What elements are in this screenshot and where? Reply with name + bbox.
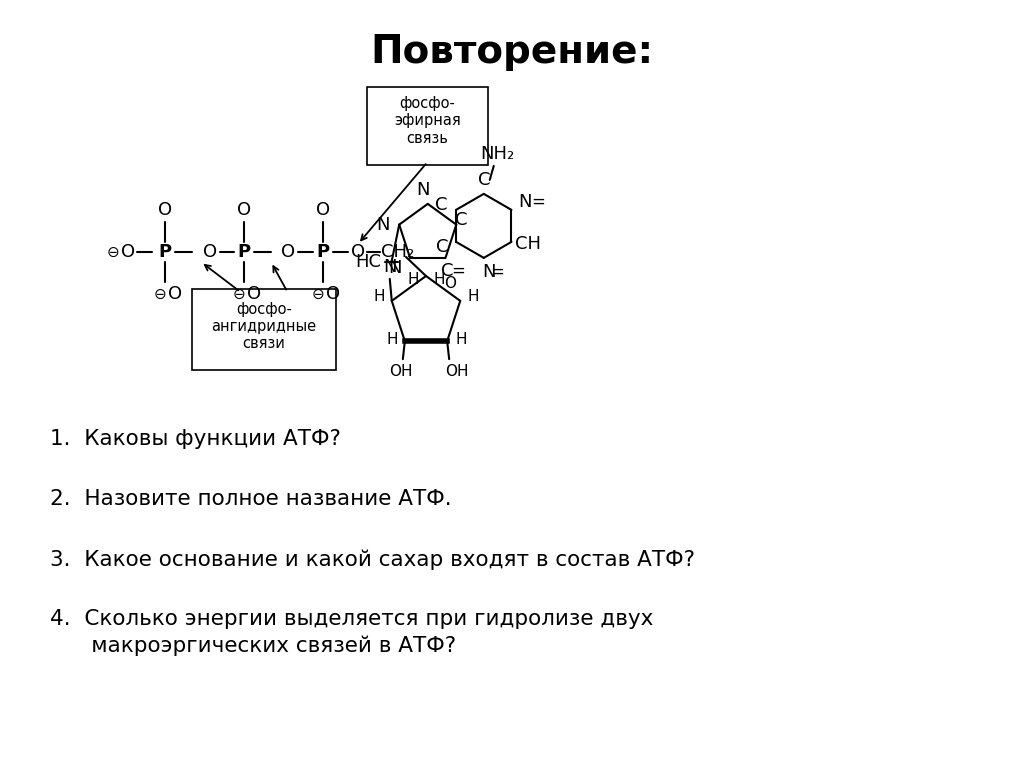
Text: H: H [373, 289, 384, 304]
Text: 3.  Какое основание и какой сахар входят в состав АТФ?: 3. Какое основание и какой сахар входят … [50, 549, 695, 570]
Text: N: N [383, 258, 396, 276]
Text: O: O [168, 285, 182, 303]
Text: C: C [455, 211, 468, 229]
Text: =: = [531, 193, 546, 211]
Text: CH₂: CH₂ [381, 243, 415, 261]
Text: фосфо-
ангидридные
связи: фосфо- ангидридные связи [211, 301, 316, 351]
Text: C: C [435, 196, 447, 214]
Text: O: O [158, 201, 172, 219]
Text: H: H [408, 272, 419, 288]
Text: 1.  Каковы функции АТФ?: 1. Каковы функции АТФ? [50, 429, 341, 449]
Text: =: = [452, 262, 465, 280]
Text: HC: HC [355, 253, 381, 272]
Text: N: N [519, 193, 532, 211]
Text: H: H [386, 331, 397, 347]
Text: CH: CH [515, 235, 542, 253]
Text: O: O [281, 243, 295, 261]
Text: Повторение:: Повторение: [371, 33, 653, 71]
Text: 2.  Назовите полное название АТФ.: 2. Назовите полное название АТФ. [50, 489, 452, 509]
Text: ⊖: ⊖ [154, 287, 166, 301]
Text: 4.  Сколько энергии выделяется при гидролизе двух
      макроэргических связей в: 4. Сколько энергии выделяется при гидрол… [50, 609, 653, 656]
Text: P: P [316, 243, 330, 261]
Text: P: P [159, 243, 172, 261]
Text: H: H [468, 289, 479, 304]
Text: H: H [456, 331, 467, 347]
Text: фосфо-
эфирная
связь: фосфо- эфирная связь [394, 96, 461, 146]
Text: O: O [237, 201, 251, 219]
Text: OH: OH [445, 364, 469, 379]
Text: O: O [444, 276, 456, 291]
Text: N: N [416, 181, 429, 199]
Text: ⊖: ⊖ [311, 287, 325, 301]
Text: C: C [477, 171, 490, 189]
Text: N: N [482, 263, 496, 281]
Text: O: O [247, 285, 261, 303]
Text: ⊖: ⊖ [232, 287, 246, 301]
Text: O: O [121, 243, 135, 261]
Text: =: = [489, 263, 504, 281]
Text: C: C [436, 238, 449, 256]
Text: O: O [351, 243, 366, 261]
Text: P: P [238, 243, 251, 261]
Text: NH₂: NH₂ [480, 145, 515, 163]
Text: H: H [433, 272, 444, 288]
Text: C: C [441, 262, 454, 280]
Text: O: O [326, 285, 340, 303]
Text: N: N [377, 216, 390, 234]
Text: OH: OH [389, 364, 413, 379]
Text: ⊖: ⊖ [106, 245, 120, 259]
FancyBboxPatch shape [193, 289, 336, 370]
Text: O: O [316, 201, 330, 219]
Text: N: N [388, 259, 401, 277]
Text: O: O [203, 243, 217, 261]
FancyBboxPatch shape [367, 87, 488, 165]
